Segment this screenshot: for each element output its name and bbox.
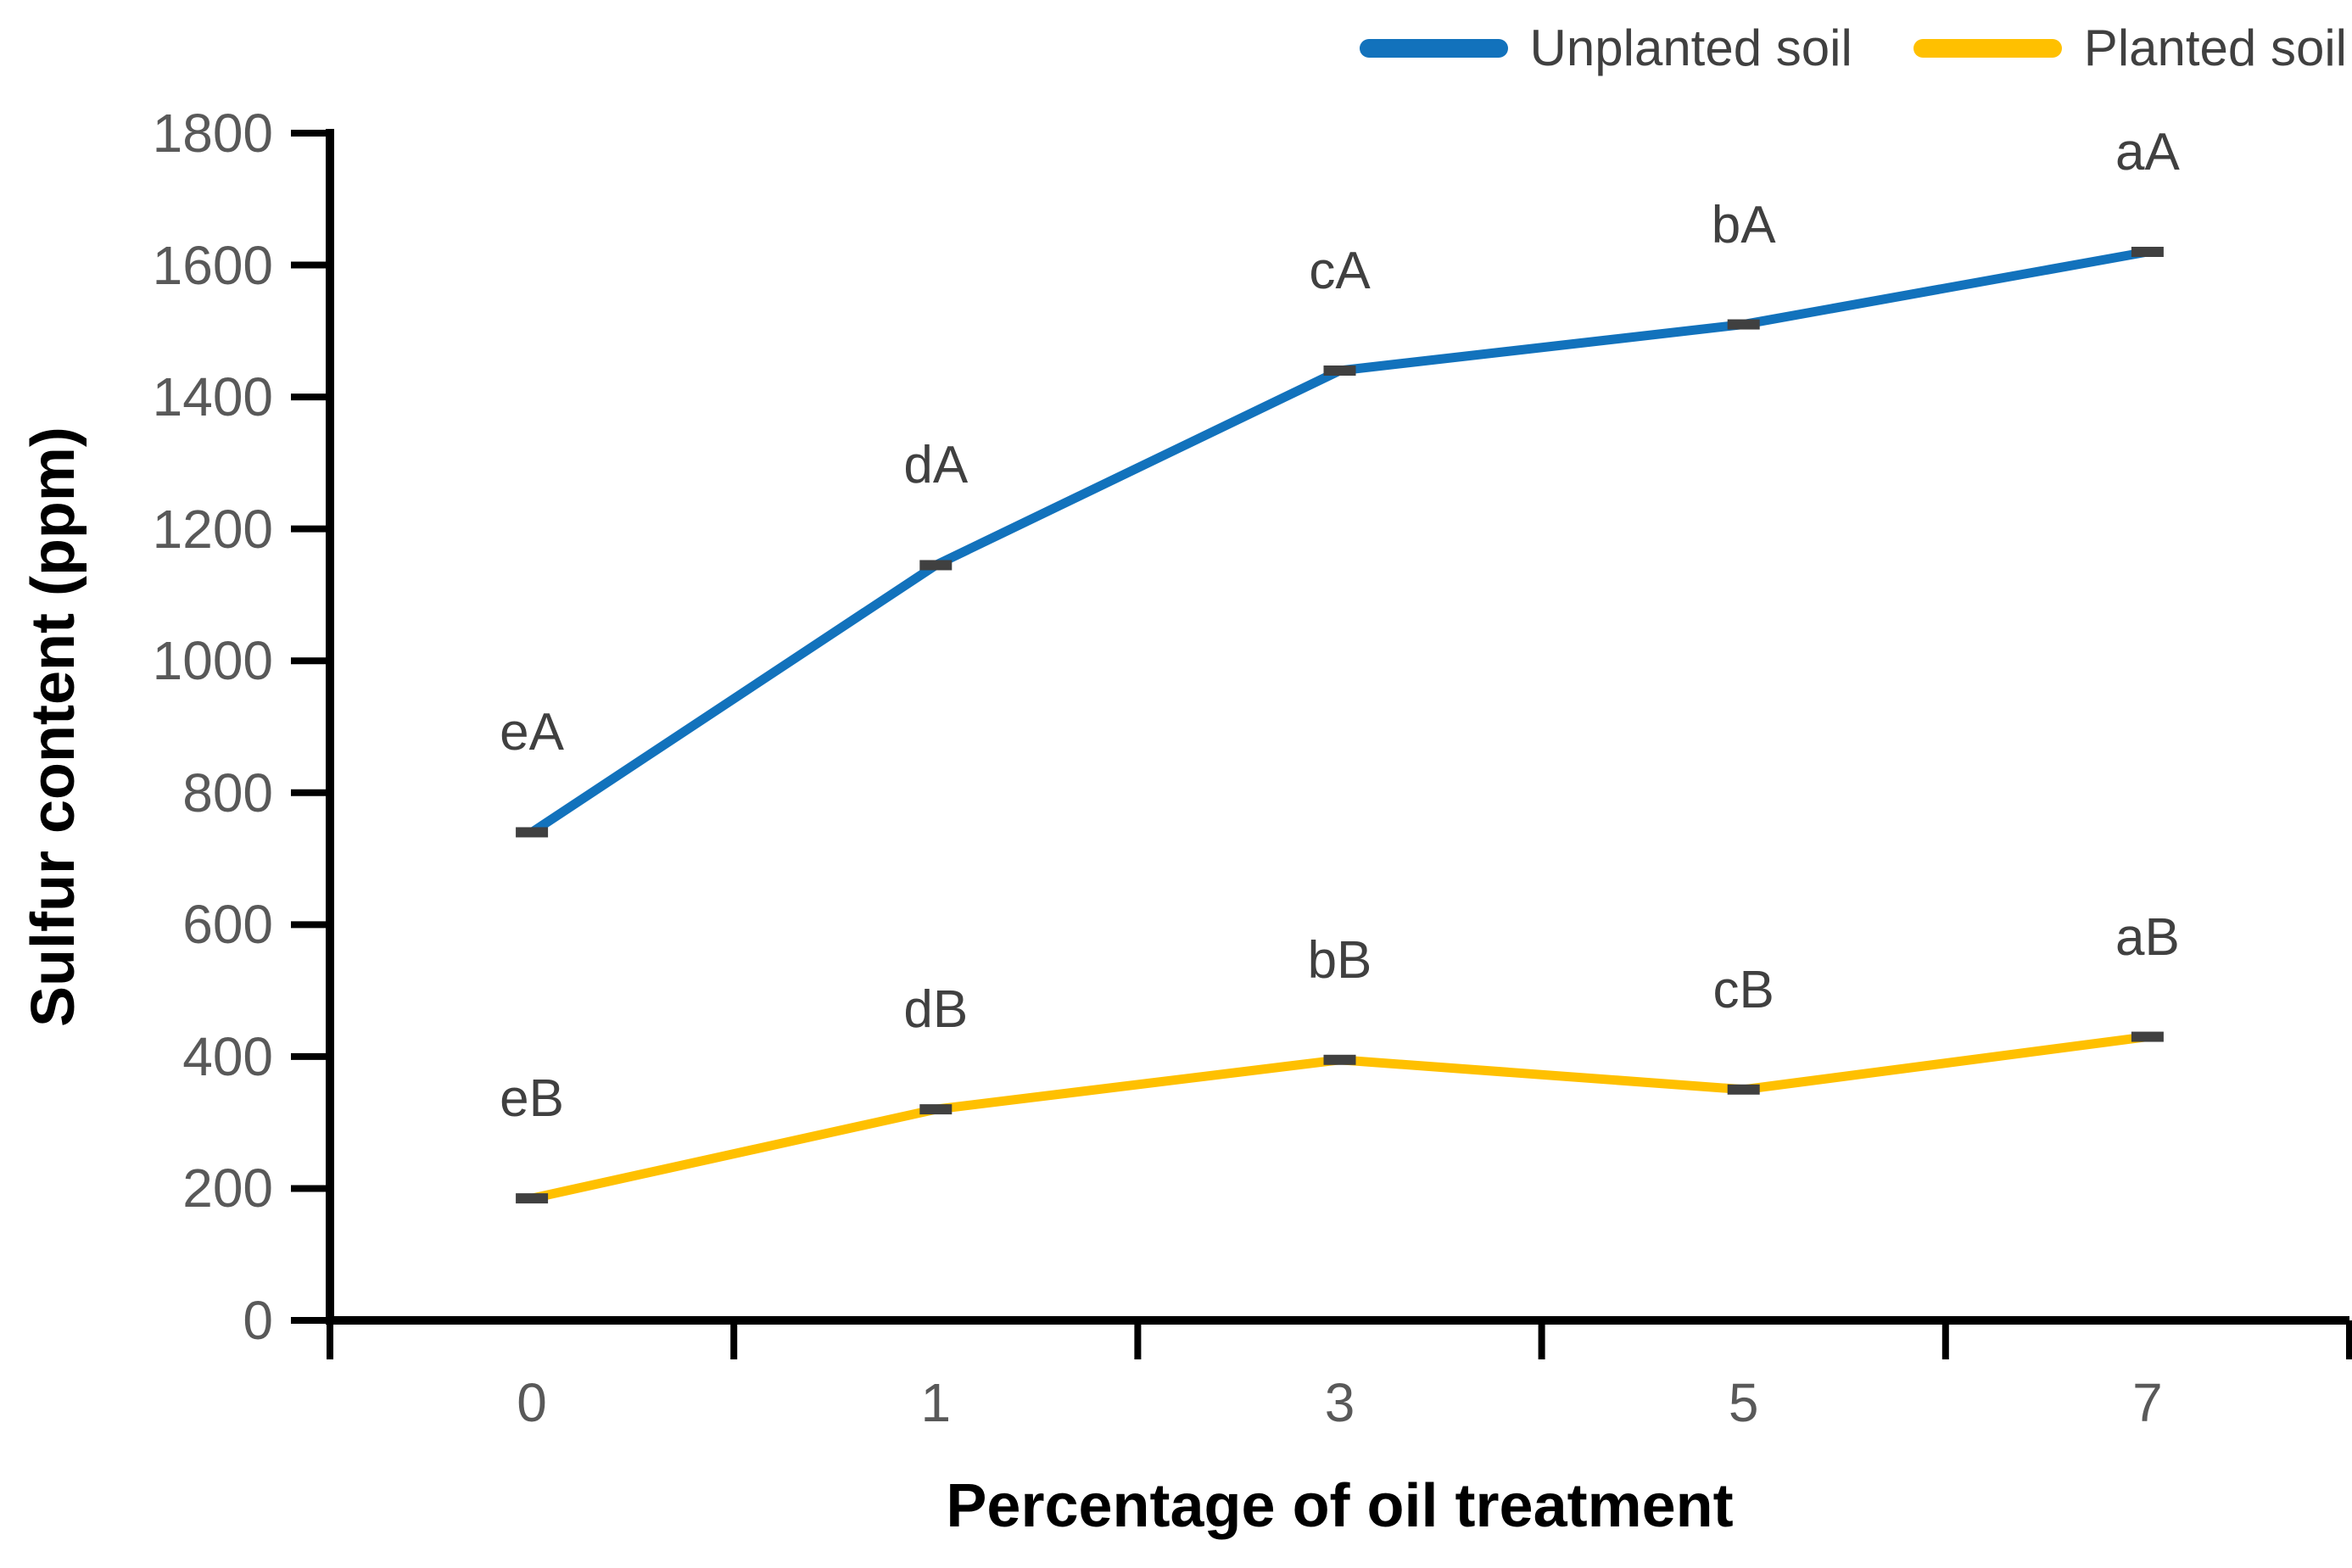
- y-tick-label: 600: [182, 894, 273, 956]
- point-label: dA: [903, 436, 969, 495]
- x-tick-label: 3: [1324, 1372, 1355, 1433]
- point-label: aB: [2115, 907, 2180, 967]
- y-tick-label: 200: [182, 1158, 273, 1219]
- y-tick-label: 800: [182, 762, 273, 823]
- x-tick-label: 1: [920, 1372, 952, 1433]
- legend-label-unplanted-soil: Unplanted soil: [1529, 20, 1852, 76]
- point-label: cA: [1309, 242, 1371, 300]
- data-point-marker: [2131, 247, 2164, 257]
- data-point-marker: [1727, 1084, 1760, 1095]
- point-label: cB: [1712, 960, 1774, 1019]
- y-tick-label: 1600: [152, 234, 273, 296]
- legend: Unplanted soil Planted soil: [1359, 19, 2347, 77]
- data-point-marker: [1323, 365, 1356, 376]
- y-tick-label: 1000: [152, 630, 273, 692]
- x-tick-label: 5: [1728, 1372, 1759, 1433]
- x-tick-label: 7: [2132, 1372, 2163, 1433]
- point-label: bB: [1307, 930, 1372, 990]
- legend-label-planted-soil: Planted soil: [2083, 20, 2347, 76]
- point-label: eA: [500, 703, 565, 762]
- data-point-marker: [516, 1193, 549, 1204]
- data-point-marker: [919, 1104, 953, 1115]
- x-axis-title: Percentage of oil treatment: [946, 1472, 1734, 1540]
- y-tick-label: 400: [182, 1025, 273, 1087]
- point-label: aA: [2115, 123, 2180, 181]
- legend-swatch-planted-soil: [1913, 38, 2062, 58]
- y-tick-label: 0: [243, 1290, 273, 1351]
- y-axis-title: Sulfur content (ppm): [20, 427, 87, 1027]
- y-tick-label: 1800: [152, 103, 273, 164]
- legend-item-unplanted-soil: Unplanted soil: [1359, 19, 1852, 77]
- data-point-marker: [1727, 319, 1760, 330]
- data-point-marker: [516, 827, 549, 838]
- legend-swatch-unplanted-soil: [1359, 38, 1508, 58]
- point-label: eB: [500, 1069, 565, 1129]
- series-line-0: [527, 247, 2153, 837]
- legend-item-planted-soil: Planted soil: [1913, 19, 2347, 77]
- point-label: bA: [1711, 195, 1776, 254]
- data-point-marker: [1323, 1054, 1356, 1065]
- data-point-marker: [2131, 1031, 2164, 1042]
- y-tick-label: 1200: [152, 498, 273, 560]
- x-tick-label: 0: [517, 1372, 547, 1433]
- point-label: dB: [903, 980, 969, 1040]
- y-tick-label: 1400: [152, 366, 273, 428]
- data-point-marker: [919, 560, 953, 571]
